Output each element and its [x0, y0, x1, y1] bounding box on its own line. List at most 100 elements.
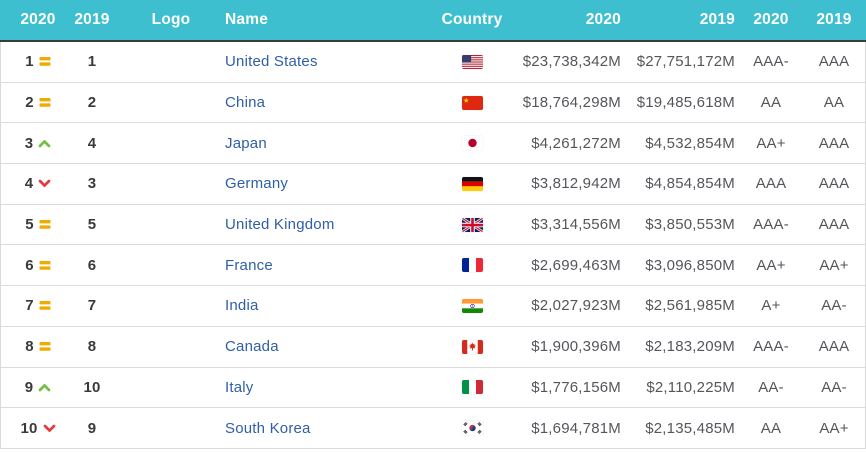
country-name-link[interactable]: France — [225, 256, 273, 274]
rank-2019: 6 — [87, 256, 97, 274]
value-2020: $3,812,942M — [531, 175, 621, 193]
value-2019: $3,850,553M — [645, 216, 735, 234]
rating-2020: AA- — [758, 378, 784, 396]
value-2019: $2,135,485M — [645, 419, 735, 437]
rank-2020-cell: 2 — [1, 94, 63, 111]
table-row: 2 2 China $18,764,298M $19,485,618M AA A… — [1, 82, 865, 124]
kr-flag-icon — [461, 421, 483, 436]
table-row: 5 5 United Kingdom $3,314,556M $3,850,55… — [1, 204, 865, 246]
rank-2020: 4 — [24, 175, 34, 193]
table-row: 10 9 South Korea $1,694,781M $2,135,485M… — [1, 408, 865, 449]
cn-flag-icon — [461, 95, 483, 110]
country-name-link[interactable]: Canada — [225, 338, 279, 356]
header-rating-2020: 2020 — [753, 11, 789, 28]
value-2020: $23,738,342M — [522, 53, 621, 71]
rank-2020-cell: 10 — [1, 420, 63, 437]
rank-2020: 10 — [20, 419, 38, 437]
value-2019: $2,110,225M — [646, 378, 735, 396]
rank-same-icon — [39, 219, 51, 230]
rank-same-icon — [39, 97, 51, 108]
header-rank-2019: 2019 — [74, 11, 110, 28]
country-name-link[interactable]: South Korea — [225, 419, 311, 437]
name-cell: China — [221, 94, 437, 111]
country-cell — [437, 95, 507, 110]
in-flag-icon — [461, 298, 483, 313]
rank-2019: 10 — [83, 378, 101, 396]
name-cell: South Korea — [221, 420, 437, 437]
table-row: 8 8 Canada $1,900,396M $2,183,209M AAA- … — [1, 326, 865, 368]
value-2019: $4,854,854M — [645, 175, 735, 193]
rank-down-icon — [43, 424, 56, 433]
country-cell — [437, 339, 507, 354]
rank-2019: 4 — [87, 134, 97, 152]
country-cell — [437, 421, 507, 436]
rank-up-icon — [38, 383, 51, 392]
rank-same-icon — [39, 341, 51, 352]
rank-2020-cell: 7 — [1, 297, 63, 314]
ca-flag-icon — [461, 339, 483, 354]
rank-2020-cell: 5 — [1, 216, 63, 233]
rank-2019-cell: 2 — [63, 94, 121, 111]
rank-same-icon — [39, 56, 51, 67]
rank-2019: 2 — [87, 94, 97, 112]
value-2019: $19,485,618M — [636, 94, 735, 112]
rating-2019: AAA — [818, 53, 850, 71]
table-row: 6 6 France $2,699,463M $3,096,850M AA+ A… — [1, 245, 865, 287]
table-row: 1 1 United States $23,738,342M $27,751,1… — [1, 42, 865, 83]
value-2019: $2,561,985M — [645, 297, 735, 315]
value-2019: $3,096,850M — [645, 256, 735, 274]
rank-2020-cell: 9 — [1, 379, 63, 396]
rank-2019-cell: 7 — [63, 297, 121, 314]
rating-2019: AAA — [818, 134, 850, 152]
country-name-link[interactable]: Germany — [225, 175, 289, 193]
name-cell: United States — [221, 53, 437, 70]
name-cell: India — [221, 297, 437, 314]
rating-2020: AAA — [755, 175, 787, 193]
rank-2019: 7 — [87, 297, 97, 315]
rating-2019: AAA — [818, 175, 850, 193]
rating-2020: AA+ — [756, 134, 786, 152]
value-2020: $1,694,781M — [531, 419, 621, 437]
header-value-2020: 2020 — [585, 11, 621, 28]
country-cell — [437, 176, 507, 191]
header-rank-2020: 2020 — [20, 11, 56, 28]
rank-down-icon — [38, 179, 51, 188]
rating-2020: AAA- — [753, 338, 789, 356]
country-name-link[interactable]: United States — [225, 53, 318, 71]
country-cell — [437, 258, 507, 273]
country-name-link[interactable]: United Kingdom — [225, 216, 335, 234]
rank-2020: 1 — [25, 53, 34, 71]
value-2020: $1,900,396M — [531, 338, 621, 356]
fr-flag-icon — [461, 258, 483, 273]
rank-2020: 9 — [24, 378, 34, 396]
value-2020: $2,699,463M — [531, 256, 621, 274]
rating-2020: A+ — [761, 297, 781, 315]
rank-same-icon — [39, 260, 51, 271]
country-name-link[interactable]: Japan — [225, 134, 267, 152]
rating-2019: AA+ — [819, 256, 849, 274]
rank-2019-cell: 10 — [63, 379, 121, 396]
header-value-2019: 2019 — [699, 11, 735, 28]
rating-2020: AA+ — [756, 256, 786, 274]
country-name-link[interactable]: China — [225, 94, 266, 112]
value-2020: $2,027,923M — [531, 297, 621, 315]
table-row: 4 3 Germany $3,812,942M $4,854,854M AAA … — [1, 164, 865, 205]
table-row: 9 10 Italy $1,776,156M $2,110,225M AA- A… — [1, 367, 865, 409]
rank-2020-cell: 3 — [1, 135, 63, 152]
jp-flag-icon — [461, 136, 483, 151]
country-name-link[interactable]: India — [225, 297, 259, 315]
country-name-link[interactable]: Italy — [225, 378, 254, 396]
rank-2019: 3 — [87, 175, 97, 193]
name-cell: Italy — [221, 379, 437, 396]
rank-2019-cell: 9 — [63, 420, 121, 437]
rank-2020: 3 — [24, 134, 34, 152]
country-cell — [437, 217, 507, 232]
rating-2019: AA- — [821, 297, 847, 315]
rank-2020: 8 — [25, 338, 34, 356]
rating-2020: AA — [760, 419, 782, 437]
value-2020: $1,776,156M — [531, 378, 621, 396]
rank-2020: 5 — [25, 216, 34, 234]
rank-2019: 8 — [87, 338, 97, 356]
name-cell: Germany — [221, 175, 437, 192]
